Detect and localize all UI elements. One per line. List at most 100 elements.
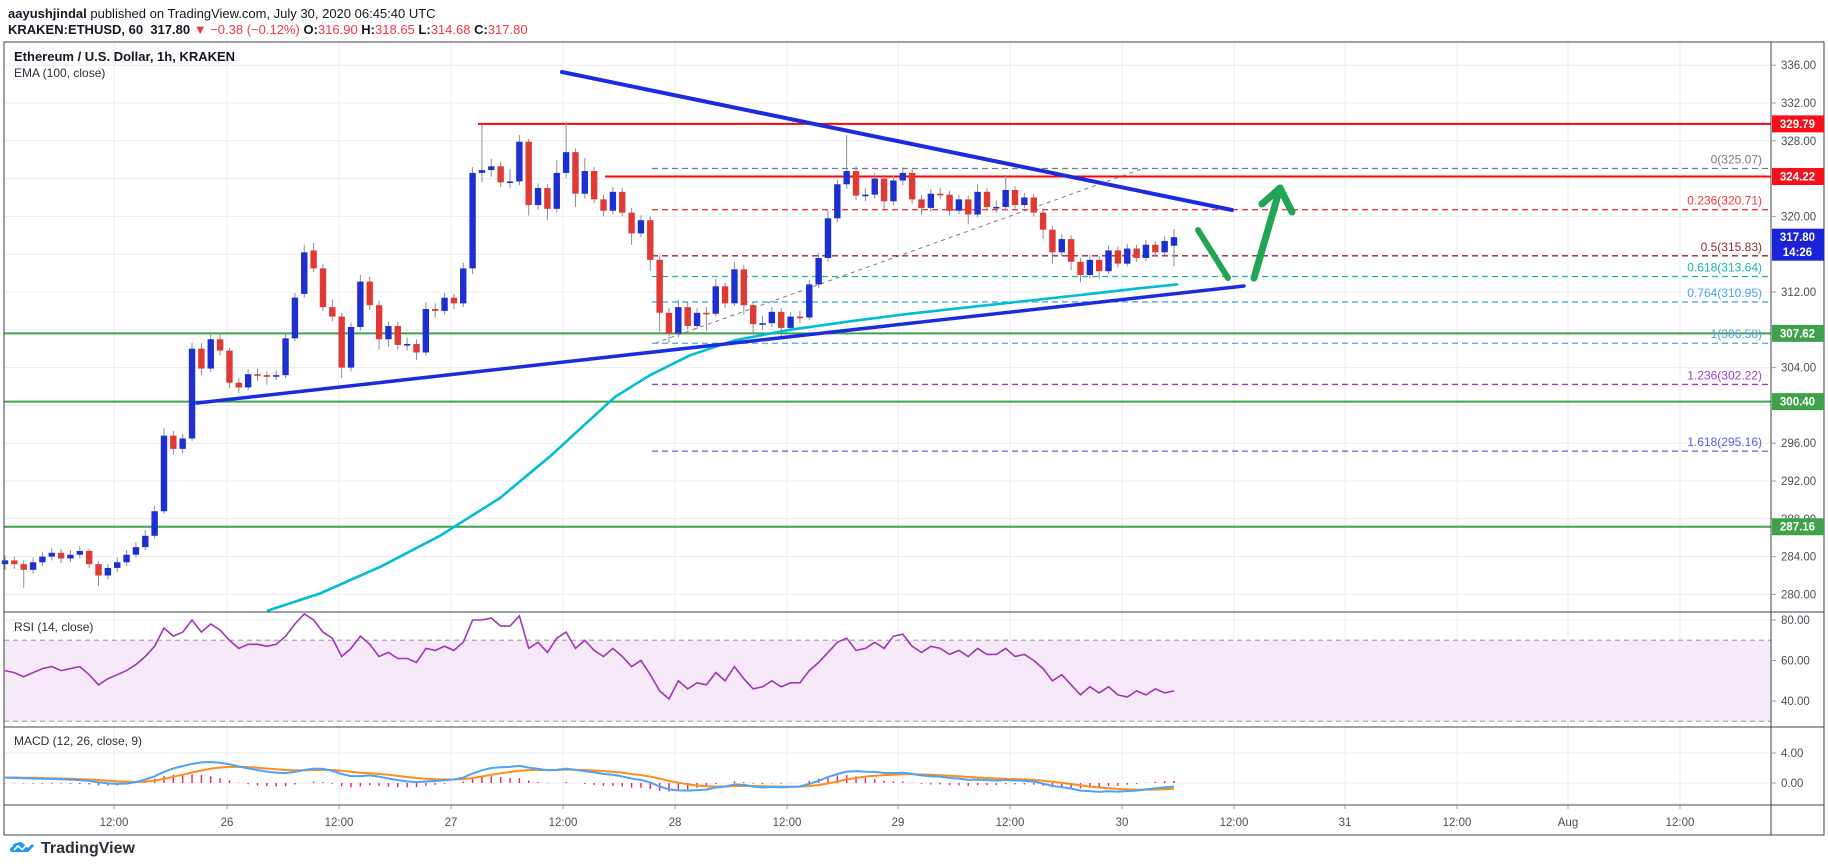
time-axis-label[interactable]: 12:00 — [549, 817, 578, 829]
candle-up — [993, 206, 1000, 209]
candle-up — [759, 323, 766, 325]
price-badge-label: 317.80 — [1780, 232, 1815, 244]
macd-tick-label[interactable]: 0.00 — [1781, 778, 1803, 790]
time-axis-label[interactable]: 27 — [445, 817, 458, 829]
fib-level-label: 0.764(310.95) — [1687, 286, 1762, 300]
candle-up — [768, 311, 776, 324]
candle-up — [123, 554, 130, 563]
fib-level-label: 0.5(315.83) — [1701, 240, 1762, 254]
price-tick-label[interactable]: 336.00 — [1781, 60, 1816, 72]
price-tick-label[interactable]: 312.00 — [1781, 287, 1816, 299]
candle-up — [1086, 259, 1094, 275]
price-tick-label[interactable]: 296.00 — [1781, 438, 1816, 450]
fib-level-label: 0(325.07) — [1711, 152, 1762, 166]
time-axis-label[interactable]: 30 — [1116, 817, 1129, 829]
candle-down — [329, 307, 336, 317]
candle-up — [403, 343, 411, 346]
change-value: −0.38 (−0.12%) — [210, 22, 300, 37]
macd-tick-label[interactable]: 4.00 — [1781, 748, 1803, 760]
candle-down — [749, 305, 757, 325]
rsi-tick-label[interactable]: 60.00 — [1781, 656, 1810, 668]
last-price: 317.80 — [150, 22, 191, 37]
time-axis-label[interactable]: 12:00 — [1220, 817, 1249, 829]
price-tick-label[interactable]: 280.00 — [1781, 589, 1816, 601]
candle-up — [862, 194, 869, 197]
candle-down — [665, 312, 673, 334]
price-tick-label[interactable]: 292.00 — [1781, 476, 1816, 488]
candle-up — [843, 171, 850, 185]
rsi-tick-label[interactable]: 40.00 — [1781, 696, 1810, 708]
author-name: aayushjindal — [8, 6, 87, 21]
fib-level-label: 1(306.58) — [1711, 327, 1762, 341]
price-badge-blue[interactable] — [1772, 243, 1824, 261]
price-tick-label[interactable]: 328.00 — [1781, 136, 1816, 148]
candle-up — [114, 562, 121, 568]
price-badge-green[interactable] — [1772, 518, 1824, 536]
candle-up — [347, 326, 355, 368]
candle-down — [20, 564, 27, 570]
price-tick-label[interactable]: 304.00 — [1781, 363, 1816, 375]
time-axis-label[interactable]: 12:00 — [1443, 817, 1472, 829]
candle-down — [590, 171, 598, 200]
open-value: 316.90 — [317, 22, 358, 37]
time-axis-label[interactable]: 12:00 — [100, 817, 129, 829]
candle-down — [965, 199, 972, 215]
candle-up — [506, 181, 514, 184]
candle-up — [1105, 250, 1112, 272]
price-badge-label: 307.62 — [1780, 328, 1815, 340]
time-axis-label[interactable]: 29 — [892, 817, 905, 829]
time-axis-label[interactable]: 31 — [1339, 817, 1352, 829]
fib-level-label: 0.236(320.71) — [1687, 194, 1762, 208]
low-label: L: — [418, 22, 431, 37]
candle-down — [319, 268, 327, 308]
candle-down — [413, 343, 420, 353]
candle-up — [179, 438, 186, 449]
candle-down — [740, 269, 748, 306]
ema-indicator-label: EMA (100, close) — [14, 66, 106, 80]
high-value: 318.65 — [375, 22, 415, 37]
tradingview-logo[interactable]: TradingView — [10, 839, 135, 859]
candle-down — [619, 191, 626, 213]
candle-up — [1021, 197, 1028, 206]
candle-down — [95, 564, 102, 576]
price-tick-label[interactable]: 284.00 — [1781, 552, 1816, 564]
time-axis-label[interactable]: Aug — [1558, 817, 1578, 829]
candle-up — [67, 554, 74, 559]
candle-up — [1002, 189, 1009, 207]
time-axis-label[interactable]: 12:00 — [325, 817, 354, 829]
price-badge-green[interactable] — [1772, 393, 1824, 411]
candle-up — [637, 220, 645, 234]
bounce-arrow-shaft — [1250, 184, 1284, 282]
fib-level-label: 1.618(295.16) — [1687, 435, 1762, 449]
close-label: C: — [474, 22, 488, 37]
price-badge-green[interactable] — [1772, 324, 1824, 342]
candle-down — [1039, 212, 1047, 230]
rsi-tick-label[interactable]: 80.00 — [1781, 615, 1810, 627]
time-axis-label[interactable]: 12:00 — [773, 817, 802, 829]
chart-frame-border — [3, 41, 1825, 836]
candle-up — [927, 193, 935, 208]
time-axis-label[interactable]: 12:00 — [1666, 817, 1695, 829]
candle-down — [721, 286, 729, 304]
candle-up — [1124, 248, 1131, 264]
price-badge-red[interactable] — [1772, 115, 1824, 133]
candle-up — [815, 257, 822, 285]
price-badge-red[interactable] — [1772, 168, 1824, 186]
candle-up — [29, 562, 37, 570]
candle-down — [1095, 259, 1103, 272]
candle-up — [553, 172, 560, 209]
chart-title: Ethereum / U.S. Dollar, 1h, KRAKEN — [14, 49, 236, 64]
candle-up — [244, 374, 252, 388]
candle-up — [460, 268, 467, 304]
time-axis-label[interactable]: 12:00 — [996, 817, 1025, 829]
price-badge-blue[interactable] — [1772, 228, 1824, 246]
symbol-status-line: KRAKEN:ETHUSD, 60 317.80 ▼ −0.38 (−0.12%… — [8, 22, 528, 37]
time-axis-label[interactable]: 26 — [221, 817, 234, 829]
rsi-band — [4, 640, 1771, 722]
candle-up — [534, 188, 542, 206]
time-axis-label[interactable]: 28 — [669, 817, 682, 829]
price-tick-label[interactable]: 320.00 — [1781, 211, 1816, 223]
price-tick-label[interactable]: 332.00 — [1781, 98, 1816, 110]
descending-resistance-trendline — [560, 70, 1234, 212]
